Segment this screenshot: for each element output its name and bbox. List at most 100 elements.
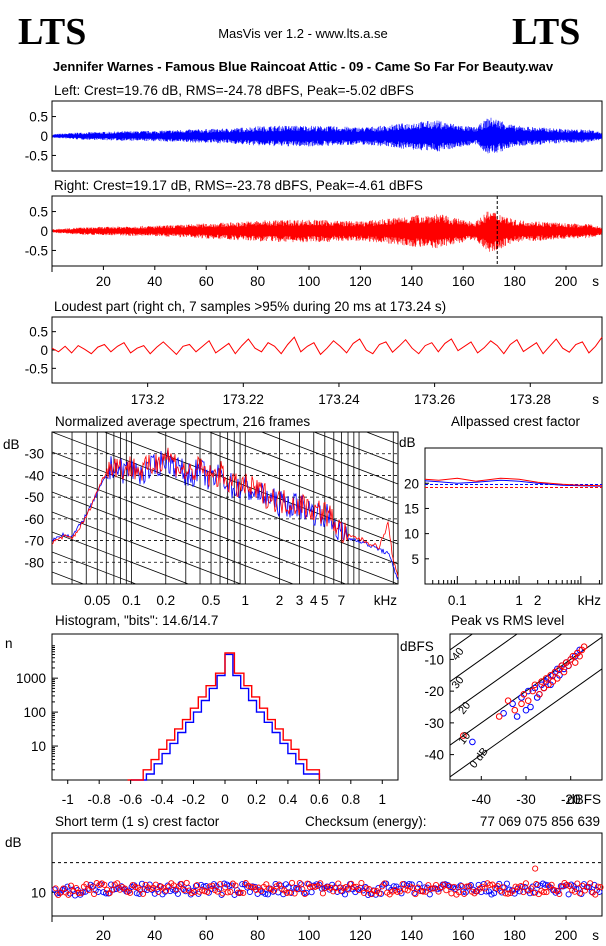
x-tick-label: 0.5 xyxy=(202,593,221,608)
crest-right-point xyxy=(435,888,442,895)
crest-left-point xyxy=(542,881,549,888)
crest-right-point xyxy=(224,889,231,896)
crest-right-point xyxy=(360,889,368,897)
y-tick-label: 0 xyxy=(40,129,48,144)
crest-left-point xyxy=(262,890,269,897)
right-waveform-panel: Right: Crest=19.17 dB, RMS=-23.78 dBFS, … xyxy=(25,178,603,289)
crest-right-point xyxy=(376,890,383,897)
crest-left-point xyxy=(221,880,228,887)
spectrum-panel: Normalized average spectrum, 216 frames d… xyxy=(3,414,399,804)
crest-left-point xyxy=(506,886,513,893)
y-tick-label: -0.5 xyxy=(25,243,48,258)
spectrum-left-line xyxy=(51,448,399,580)
left-waveform xyxy=(52,117,602,154)
crest-right-point xyxy=(227,888,234,895)
checksum-value: 77 069 075 856 639 xyxy=(480,814,600,829)
crest-right-point xyxy=(201,888,208,895)
x-tick-label: 0.1 xyxy=(448,593,467,608)
crest-right-point xyxy=(517,882,524,890)
crest-left-point xyxy=(151,890,158,897)
crest-right-point xyxy=(432,881,440,889)
spectrum-slope-line xyxy=(312,432,398,465)
crest-left-point xyxy=(146,881,153,888)
crest-right-point xyxy=(114,880,121,887)
spectrum-slope-line xyxy=(155,432,398,525)
spectrum-slope-line xyxy=(52,471,347,584)
crest-left-point xyxy=(457,882,464,889)
x-tick-label: 100 xyxy=(298,928,321,943)
crest-right-point xyxy=(301,890,308,898)
spectrum-slope-line xyxy=(260,432,398,485)
y-tick-label: 10 xyxy=(31,885,46,900)
peak-rms-right-point xyxy=(558,662,566,670)
crest-left-point xyxy=(398,890,405,897)
y-tick-label: 0 xyxy=(40,224,48,239)
crest-right-point xyxy=(317,880,324,887)
peak-rms-right-point xyxy=(511,706,519,714)
x-tick-label: 2 xyxy=(276,593,284,608)
crest-left-point xyxy=(280,891,287,898)
crest-diagonal-label: 10 xyxy=(456,730,473,747)
panel-title: Histogram, "bits": 14.6/14.7 xyxy=(55,613,218,628)
crest-right-point xyxy=(237,889,244,896)
peak-rms-right-point xyxy=(460,732,467,739)
right-waveform xyxy=(52,211,602,252)
x-tick-label: 0.1 xyxy=(122,593,141,608)
crest-right-point xyxy=(91,890,98,898)
y-tick-label: 0.5 xyxy=(29,325,48,340)
crest-right-point xyxy=(219,890,226,897)
allpass-right-line xyxy=(424,477,603,487)
plot-frame xyxy=(51,431,399,585)
y-tick-label: -10 xyxy=(424,652,444,667)
plot-frame xyxy=(424,447,603,585)
y-tick-label: 0.5 xyxy=(29,205,48,220)
crest-right-point xyxy=(75,890,82,897)
crest-right-point xyxy=(481,885,488,892)
crest-left-point xyxy=(390,883,397,890)
crest-right-point xyxy=(288,879,296,886)
peak-rms-left-point xyxy=(513,713,521,720)
crest-right-point xyxy=(319,890,326,897)
peak-rms-right-point xyxy=(538,678,545,685)
peak-rms-right-point xyxy=(524,697,532,705)
crest-right-point xyxy=(247,883,254,890)
crest-right-point xyxy=(486,881,493,889)
peak-rms-right-point xyxy=(542,675,550,682)
crest-left-point xyxy=(341,891,349,898)
x-tick-label: 4 xyxy=(310,593,318,608)
x-tick-label: 60 xyxy=(199,928,214,943)
x-tick-label: 120 xyxy=(349,928,372,943)
crest-right-point xyxy=(335,880,342,887)
crest-right-point xyxy=(52,885,59,892)
crest-left-point xyxy=(362,884,369,891)
x-tick-label: 20 xyxy=(96,928,111,943)
crest-right-point xyxy=(358,879,365,887)
x-tick-label: 120 xyxy=(349,274,372,289)
spectrum-slope-line xyxy=(52,571,85,584)
short-term-crest-panel: Short term (1 s) crest factor Checksum (e… xyxy=(5,814,604,943)
x-tick-label: 0 xyxy=(221,792,229,807)
crest-right-point xyxy=(427,885,434,892)
crest-right-point xyxy=(363,885,370,892)
x-tick-label: 5 xyxy=(321,593,329,608)
spectrum-grid xyxy=(52,432,398,804)
crest-right-point xyxy=(332,885,339,892)
crest-left-point xyxy=(246,888,253,896)
x-tick-label: 200 xyxy=(555,274,578,289)
x-tick-label: 200 xyxy=(555,928,578,943)
crest-right-point xyxy=(576,890,583,897)
crest-diagonal-line xyxy=(450,634,563,714)
plot-frame xyxy=(51,832,603,917)
checksum-label: Checksum (energy): xyxy=(305,814,427,829)
spectrum-slope-line xyxy=(52,672,398,804)
x-tick-label: 173.24 xyxy=(318,392,360,407)
peak-rms-right-point xyxy=(569,652,577,660)
peak-rms-right-point xyxy=(547,672,554,679)
x-tick-label: 1 xyxy=(379,792,387,807)
file-name: Jennifer Warnes - Famous Blue Raincoat A… xyxy=(53,59,554,74)
y-tick-label: 0.5 xyxy=(29,110,48,125)
crest-right-point xyxy=(291,890,298,897)
peak-rms-right-point xyxy=(571,659,579,666)
y-tick-label: 100 xyxy=(23,705,46,720)
x-tick-label: -0.8 xyxy=(88,792,111,807)
